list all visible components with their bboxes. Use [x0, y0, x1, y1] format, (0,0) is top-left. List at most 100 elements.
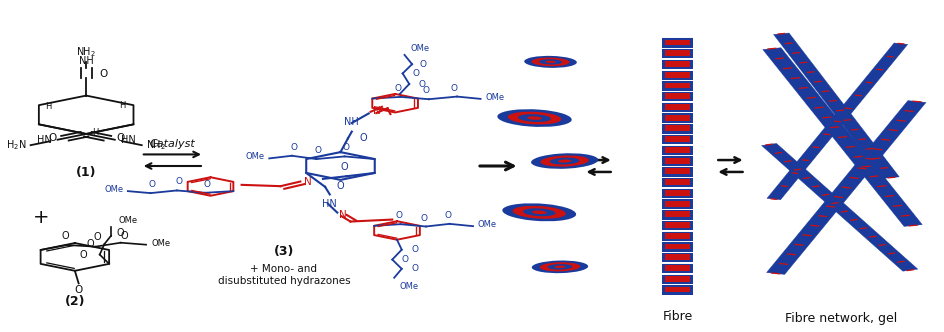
Text: O: O [87, 239, 94, 249]
Text: O: O [48, 133, 57, 143]
Bar [666, 147, 690, 153]
Text: NH: NH [78, 56, 93, 66]
Text: O: O [121, 231, 128, 241]
Text: OMe: OMe [478, 220, 497, 229]
Text: OMe: OMe [119, 216, 138, 225]
Bar [666, 136, 690, 142]
Text: O: O [93, 232, 101, 242]
Ellipse shape [554, 266, 565, 268]
Bar [666, 233, 690, 239]
Ellipse shape [531, 57, 569, 66]
Text: (2): (2) [64, 295, 85, 308]
Text: NH$_2$: NH$_2$ [145, 138, 165, 152]
Text: OMe: OMe [104, 185, 123, 194]
Bar [662, 166, 693, 177]
Text: +: + [33, 208, 49, 227]
Bar [662, 241, 693, 252]
Ellipse shape [531, 153, 598, 169]
Text: N: N [373, 106, 380, 116]
Ellipse shape [548, 264, 572, 270]
Ellipse shape [531, 261, 588, 273]
Text: O: O [204, 180, 211, 189]
Text: O: O [314, 146, 322, 155]
Text: O: O [99, 69, 108, 79]
Text: (1): (1) [76, 166, 96, 179]
Polygon shape [762, 143, 918, 271]
Text: O: O [341, 162, 348, 172]
Ellipse shape [497, 109, 572, 127]
Bar [662, 145, 693, 155]
Text: O: O [116, 133, 125, 143]
Bar [662, 285, 693, 295]
Text: O: O [412, 245, 418, 254]
Bar [666, 72, 690, 78]
Text: O: O [412, 264, 418, 273]
Bar [662, 274, 693, 284]
Text: HN: HN [37, 135, 51, 145]
Bar [666, 276, 690, 282]
Bar [662, 91, 693, 101]
Text: OMe: OMe [411, 44, 430, 53]
Bar [666, 211, 690, 217]
Text: O: O [444, 211, 451, 220]
Bar [662, 252, 693, 263]
Text: O: O [75, 285, 83, 295]
Text: H$_2$N: H$_2$N [7, 138, 26, 152]
Bar [666, 179, 690, 185]
Ellipse shape [541, 155, 589, 167]
Text: Fibre: Fibre [663, 310, 693, 323]
Bar [666, 201, 690, 207]
Bar [666, 158, 690, 164]
Text: O: O [176, 178, 182, 187]
Text: O: O [117, 228, 125, 238]
Bar [666, 222, 690, 228]
Text: NH$_2$: NH$_2$ [76, 45, 96, 59]
Bar [662, 220, 693, 230]
Ellipse shape [558, 159, 571, 163]
Ellipse shape [502, 203, 576, 221]
Text: OMe: OMe [152, 238, 171, 248]
Text: O: O [290, 143, 297, 152]
Bar [662, 231, 693, 241]
Text: O: O [413, 69, 419, 78]
Ellipse shape [523, 208, 555, 216]
Text: + Mono- and
disubstituted hydrazones: + Mono- and disubstituted hydrazones [218, 264, 350, 286]
Bar [662, 59, 693, 69]
Bar [662, 37, 693, 47]
Text: NH: NH [345, 117, 359, 127]
Text: HN: HN [121, 135, 136, 145]
Ellipse shape [540, 262, 581, 271]
Bar [666, 287, 690, 292]
Bar [662, 123, 693, 133]
Text: O: O [61, 231, 69, 241]
Bar [662, 209, 693, 219]
Bar [666, 61, 690, 67]
Bar [662, 48, 693, 58]
Bar [666, 168, 690, 174]
Bar [662, 102, 693, 112]
Polygon shape [763, 48, 922, 226]
Ellipse shape [539, 59, 562, 64]
Text: OMe: OMe [485, 93, 504, 102]
Text: O: O [419, 60, 427, 69]
Text: O: O [149, 180, 156, 189]
Bar [662, 155, 693, 166]
Polygon shape [773, 33, 900, 178]
Text: (3): (3) [274, 245, 295, 258]
Ellipse shape [531, 210, 547, 214]
Text: O: O [336, 181, 344, 191]
Text: O: O [450, 84, 458, 93]
Text: O: O [423, 86, 430, 95]
Text: O: O [419, 79, 426, 89]
Ellipse shape [508, 112, 562, 124]
Text: O: O [396, 211, 402, 220]
Ellipse shape [549, 158, 580, 164]
Polygon shape [767, 43, 908, 200]
Text: O: O [421, 213, 428, 222]
Bar [662, 69, 693, 80]
Ellipse shape [527, 116, 542, 120]
Bar [662, 188, 693, 198]
Ellipse shape [546, 61, 556, 63]
Bar [666, 190, 690, 196]
Ellipse shape [524, 56, 577, 68]
